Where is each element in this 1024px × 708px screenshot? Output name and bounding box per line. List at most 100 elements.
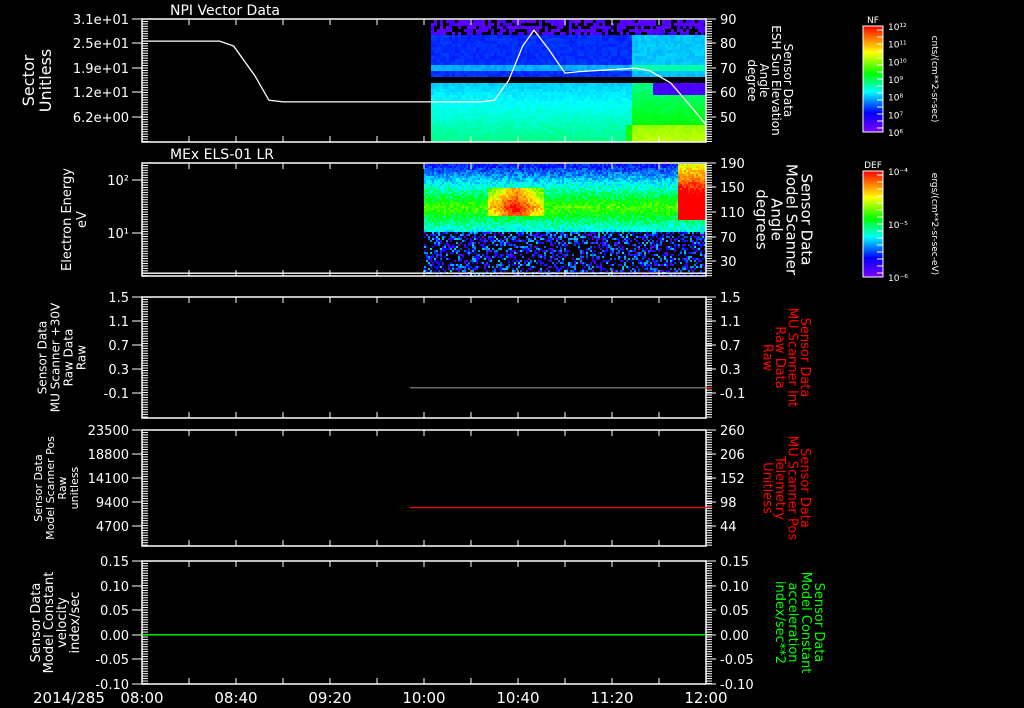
y-axis-label: Unitless — [36, 49, 55, 113]
panel-title: MEx ELS-01 LR — [170, 147, 274, 163]
y-tick-label: 1.2e+01 — [73, 86, 129, 101]
colorbar-tick-label: 10⁷ — [888, 111, 903, 121]
y-axis-label: MU Scanner +30V — [49, 302, 63, 412]
y-axis-label: Raw Data — [62, 329, 76, 387]
panel-5 — [132, 560, 716, 685]
y2-tick-label: 80 — [720, 37, 737, 52]
y-axis-label: Raw — [56, 476, 69, 499]
time-tick-label: 11:20 — [590, 689, 633, 707]
y2-tick-label: -0.1 — [720, 387, 745, 402]
y-tick-label: 0.15 — [100, 555, 129, 570]
y2-tick-label: 0.00 — [720, 629, 749, 644]
time-tick-label: 08:40 — [214, 689, 257, 707]
npi-spectrogram — [431, 20, 706, 142]
y2-tick-label: 70 — [720, 231, 737, 246]
y2-tick-label: 98 — [720, 496, 737, 511]
time-tick-label: 08:00 — [120, 689, 163, 707]
colorbar-tick-label: 10¹⁰ — [888, 58, 907, 68]
y2-axis-label: degree — [745, 59, 759, 101]
y-tick-label: 18800 — [88, 448, 129, 463]
y2-axis-label: Sensor Data — [797, 448, 812, 528]
time-tick-label: 10:00 — [402, 689, 445, 707]
y2-axis-label: ESH Sun Elevation — [769, 25, 783, 135]
y-tick-label: -0.10 — [95, 678, 129, 693]
y2-axis-label: Sensor Data — [797, 318, 812, 398]
colorbar-tick-label: 10⁻⁴ — [888, 168, 908, 178]
colorbar-tick-label: 10⁻⁶ — [888, 274, 908, 284]
y2-tick-label: 30 — [720, 255, 737, 270]
y2-axis-label: MU Scanner Pos — [785, 436, 800, 541]
y-tick-label: 0.3 — [108, 363, 129, 378]
y2-tick-label: 60 — [720, 86, 737, 101]
colorbar-tick-label: 10⁶ — [888, 129, 903, 139]
y2-axis-label: Sensor Data — [781, 44, 795, 118]
y2-tick-label: 70 — [720, 62, 737, 77]
y2-tick-label: 0.15 — [720, 555, 749, 570]
y2-tick-label: 0.7 — [720, 339, 741, 354]
y-tick-label: 6.2e+00 — [73, 111, 129, 126]
y2-axis-label: Raw — [760, 344, 775, 372]
panel-4 — [132, 429, 716, 547]
time-tick-label: 12:00 — [684, 689, 727, 707]
panel-frame — [141, 560, 707, 685]
colorbar-tick-label: 10¹¹ — [888, 41, 907, 51]
y-tick-label: 2.5e+01 — [73, 37, 129, 52]
y-tick-label: 3.1e+01 — [73, 13, 129, 28]
colorbar-units: ergs/(cm**2-sr-sec-eV) — [929, 173, 939, 275]
colorbar-tick-label: 10⁻⁵ — [888, 221, 908, 231]
panel-title: NPI Vector Data — [170, 3, 280, 19]
y-axis-label: index/sec — [68, 592, 83, 654]
y2-tick-label: 0.05 — [720, 604, 749, 619]
colorbar-units: cnts/(cm**2-sr-sec) — [929, 36, 939, 123]
panel-frame — [141, 429, 707, 547]
y-tick-label: -0.05 — [95, 653, 129, 668]
date-label: 2014/285 — [33, 689, 105, 707]
y2-axis-label: degrees — [752, 189, 770, 250]
y2-tick-label: 0.3 — [720, 363, 741, 378]
colorbar-tick-label: 10¹² — [888, 23, 907, 33]
y-tick-label: 0.10 — [100, 580, 129, 595]
y2-tick-label: 206 — [720, 448, 745, 463]
y-tick-label: 4700 — [96, 520, 129, 535]
y2-axis-label: Telemetry — [772, 455, 787, 520]
y-axis-label: eV — [75, 211, 90, 228]
panel-2 — [132, 162, 716, 277]
y-axis-label: Sector — [19, 54, 38, 106]
y2-axis-label: Sensor Data — [797, 174, 815, 266]
y-tick-label: 23500 — [88, 424, 129, 439]
y2-axis-label: Angle — [767, 198, 785, 241]
colorbar-tick-label: 10⁹ — [888, 76, 903, 86]
y2-tick-label: 90 — [720, 13, 737, 28]
y-tick-label: 14100 — [88, 472, 129, 487]
y-tick-label: 1.5 — [108, 291, 129, 306]
colorbar-label: NF — [867, 16, 879, 26]
y2-tick-label: 190 — [720, 157, 745, 172]
y-axis-label: velocity — [55, 597, 70, 648]
y-tick-label: 0.7 — [108, 339, 129, 354]
y2-tick-label: 1.5 — [720, 291, 741, 306]
y2-tick-label: 110 — [720, 206, 745, 221]
colorbar-tick-label: 10⁸ — [888, 94, 903, 104]
y2-tick-label: 50 — [720, 111, 737, 126]
y2-axis-label: index/sec**2 — [772, 581, 787, 664]
y-axis-label: Model Constant — [42, 572, 57, 674]
y2-axis-label: Model Scanner — [782, 164, 800, 276]
series-line — [142, 28, 707, 126]
panel-frame — [141, 296, 707, 419]
y2-tick-label: -0.05 — [720, 653, 754, 668]
y2-tick-label: 0.10 — [720, 580, 749, 595]
y2-axis-label: Model Constant — [798, 572, 813, 674]
y-axis-label: Sensor Data — [32, 454, 45, 521]
y-tick-label: 0.05 — [100, 604, 129, 619]
y-axis-label: Sensor Data — [36, 321, 50, 395]
colorbar-label: DEF — [864, 161, 882, 171]
y2-axis-label: Unitless — [760, 462, 775, 514]
panel-frame — [141, 18, 707, 143]
y-tick-label: 10² — [107, 174, 129, 189]
els-spectrogram — [424, 164, 706, 276]
y-axis-label: Electron Energy — [60, 168, 75, 271]
y2-tick-label: 44 — [720, 520, 737, 535]
panel-frame — [141, 162, 707, 277]
y-tick-label: 1.1 — [108, 315, 129, 330]
